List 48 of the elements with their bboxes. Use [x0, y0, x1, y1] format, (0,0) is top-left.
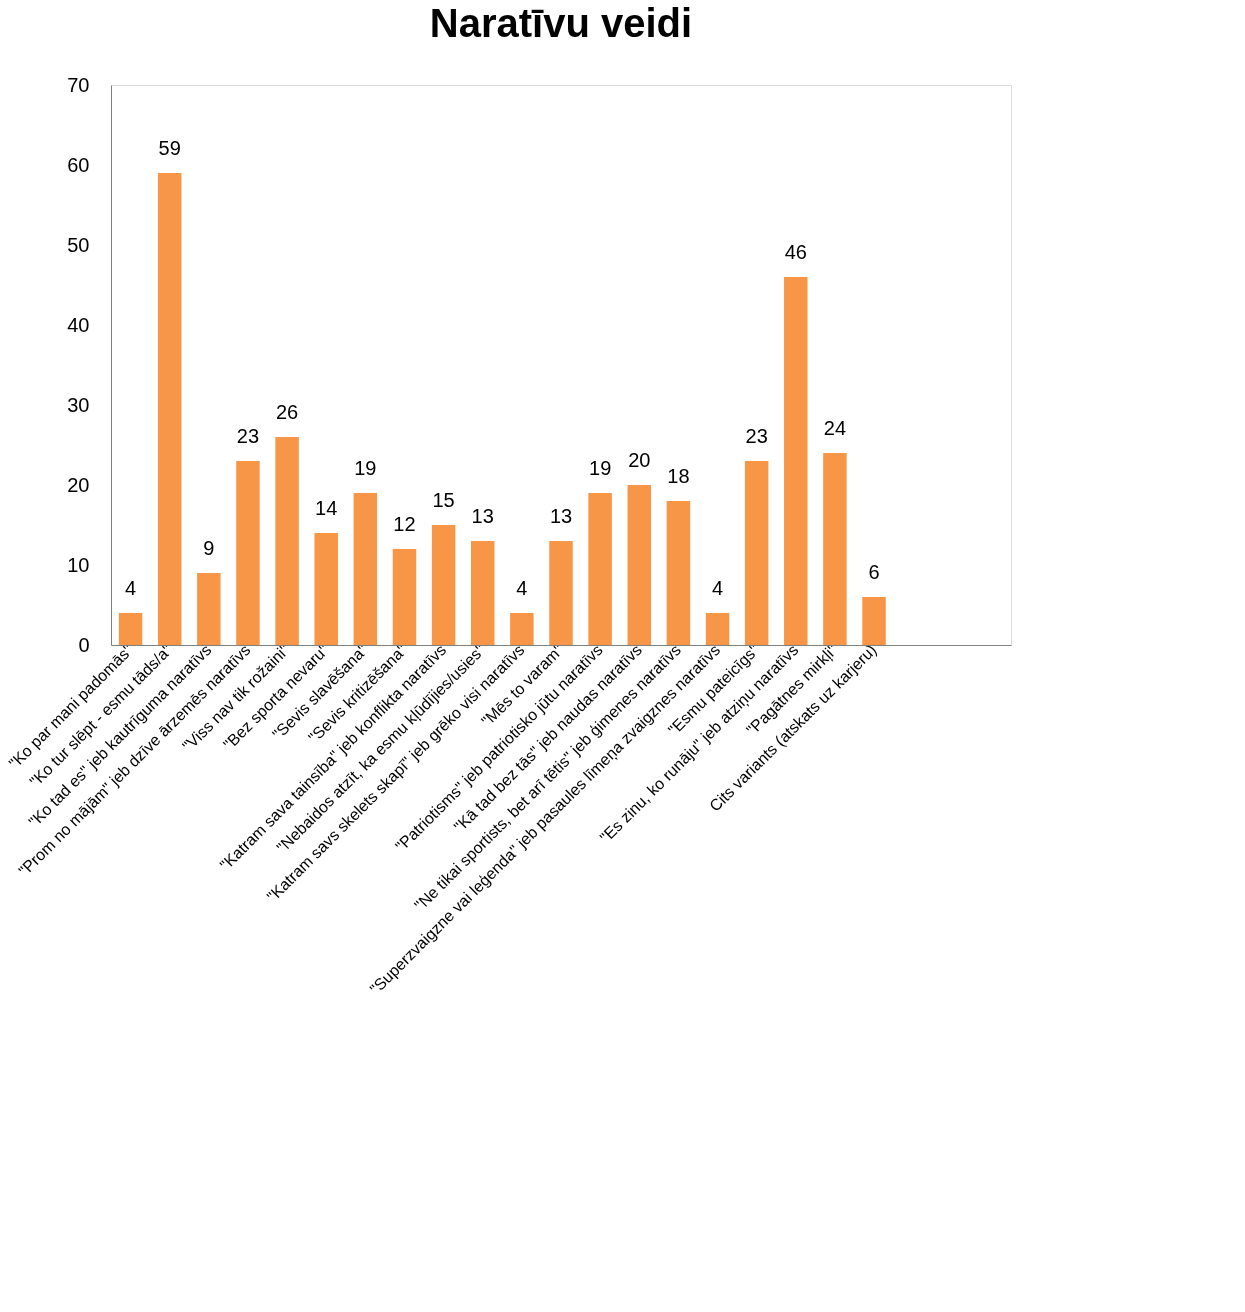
bar	[314, 533, 338, 645]
data-label: 59	[158, 137, 181, 159]
bar	[784, 277, 808, 645]
data-label: 12	[393, 513, 416, 535]
data-label: 9	[203, 537, 215, 559]
bar	[431, 525, 456, 645]
bar	[744, 461, 769, 645]
data-label: 20	[628, 449, 651, 471]
data-label: 23	[236, 425, 260, 447]
bar	[823, 453, 847, 645]
bar	[392, 549, 417, 645]
data-label: 23	[745, 425, 768, 447]
bar	[705, 613, 730, 645]
bar	[627, 485, 651, 645]
data-label: 4	[516, 577, 528, 599]
data-label: 13	[549, 505, 573, 527]
bar	[862, 597, 886, 645]
y-tick-label: 20	[67, 473, 90, 496]
bar	[197, 573, 221, 645]
data-label: 4	[125, 577, 137, 599]
bar	[588, 493, 612, 645]
bar	[510, 613, 534, 645]
chart-title: Naratīvu veidi	[429, 1, 693, 45]
data-label: 19	[354, 457, 377, 479]
bar	[549, 541, 573, 645]
data-label: 13	[471, 505, 494, 527]
bar	[157, 173, 182, 645]
data-label: 4	[711, 577, 724, 599]
y-tick-label: 30	[67, 393, 90, 416]
y-tick-label: 70	[67, 73, 90, 96]
data-label: 19	[589, 457, 612, 479]
data-label: 24	[823, 417, 847, 439]
bar	[471, 541, 495, 645]
data-label: 46	[784, 241, 807, 263]
bar	[236, 461, 260, 645]
data-label: 18	[667, 465, 690, 487]
y-tick-label: 60	[67, 153, 90, 176]
bar	[353, 493, 378, 645]
data-label: 6	[868, 561, 880, 583]
y-tick-label: 40	[67, 313, 90, 336]
data-label: 14	[315, 497, 338, 519]
y-tick-label: 10	[67, 553, 90, 576]
y-tick-label: 50	[67, 233, 90, 256]
bar	[666, 501, 691, 645]
data-label: 26	[275, 401, 299, 423]
data-label: 15	[432, 489, 455, 511]
bar	[118, 613, 143, 645]
bar	[275, 437, 299, 645]
